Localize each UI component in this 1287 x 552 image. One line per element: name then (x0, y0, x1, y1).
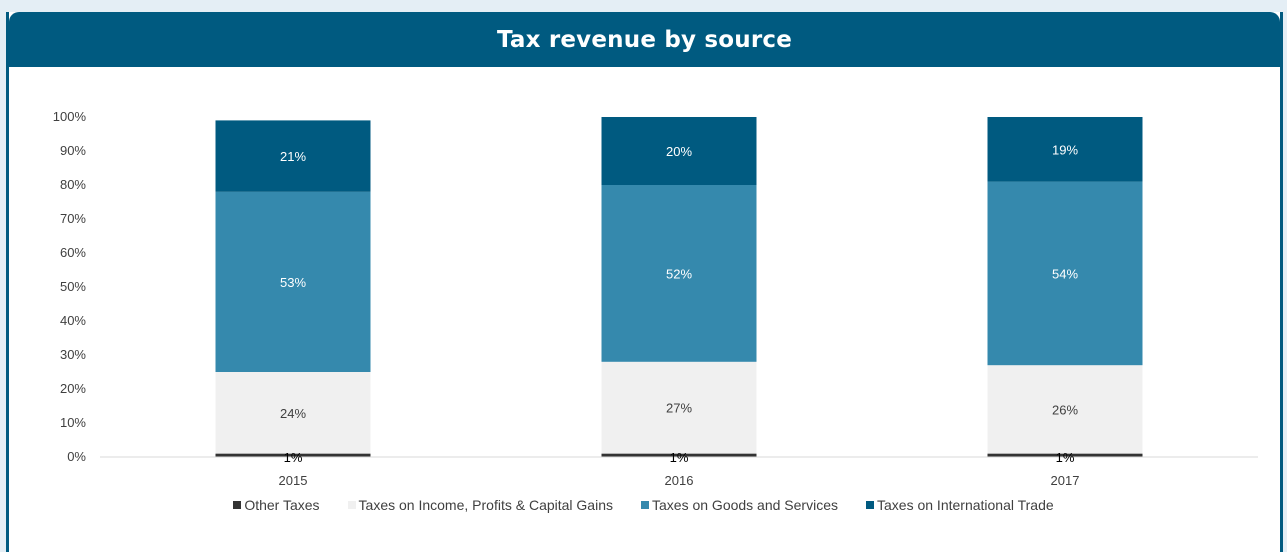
legend-swatch (233, 501, 242, 509)
data-label: 24% (280, 406, 306, 421)
x-tick-label: 2016 (665, 473, 694, 488)
y-tick-label: 50% (60, 279, 86, 294)
legend-swatch (347, 501, 356, 509)
legend-swatch (641, 501, 649, 509)
data-label: 53% (280, 275, 306, 290)
chart-legend: Other Taxes Taxes on Income, Profits & Ca… (0, 497, 1287, 513)
data-label: 20% (666, 144, 692, 159)
data-label: 26% (1052, 402, 1078, 417)
data-label: 54% (1052, 266, 1078, 281)
bar-segment (215, 191, 371, 372)
y-tick-label: 30% (60, 347, 86, 362)
bar-segment (215, 453, 371, 457)
chart-header: Tax revenue by source (9, 12, 1280, 67)
legend-item: Taxes on Income, Profits & Capital Gains (347, 497, 613, 513)
y-tick-label: 100% (53, 109, 87, 124)
data-label: 19% (1052, 142, 1078, 157)
bar-segment (601, 453, 757, 457)
y-tick-label: 90% (60, 143, 86, 158)
legend-label: Taxes on Income, Profits & Capital Gains (358, 497, 613, 513)
data-label: 1% (284, 450, 303, 465)
y-tick-label: 60% (60, 245, 86, 260)
legend-label: Taxes on International Trade (877, 497, 1054, 513)
bar-segment (215, 372, 371, 454)
bar-segment (601, 361, 757, 454)
bar-segment (601, 117, 757, 185)
bar-segment (987, 181, 1143, 366)
data-label: 1% (1056, 450, 1075, 465)
data-label: 1% (670, 450, 689, 465)
bar-segment (215, 120, 371, 192)
data-label: 27% (666, 401, 692, 416)
y-tick-label: 40% (60, 313, 86, 328)
data-label: 52% (666, 266, 692, 281)
legend-label: Taxes on Goods and Services (652, 497, 838, 513)
legend-item: Taxes on Goods and Services (641, 497, 838, 513)
y-tick-label: 20% (60, 381, 86, 396)
chart-title: Tax revenue by source (496, 26, 793, 53)
legend-label: Other Taxes (244, 497, 320, 513)
bar-segment (987, 117, 1143, 182)
legend-item: Taxes on International Trade (866, 497, 1054, 513)
data-label: 21% (280, 149, 306, 164)
y-tick-label: 0% (67, 449, 86, 464)
legend-item: Other Taxes (233, 497, 320, 513)
x-tick-label: 2017 (1051, 473, 1080, 488)
y-tick-label: 80% (60, 177, 86, 192)
bar-segment (987, 365, 1143, 454)
bar-segment (987, 453, 1143, 457)
bar-segment (601, 185, 757, 362)
x-tick-label: 2015 (279, 473, 308, 488)
y-tick-label: 10% (60, 415, 86, 430)
y-tick-label: 70% (60, 211, 86, 226)
legend-swatch (866, 501, 874, 509)
